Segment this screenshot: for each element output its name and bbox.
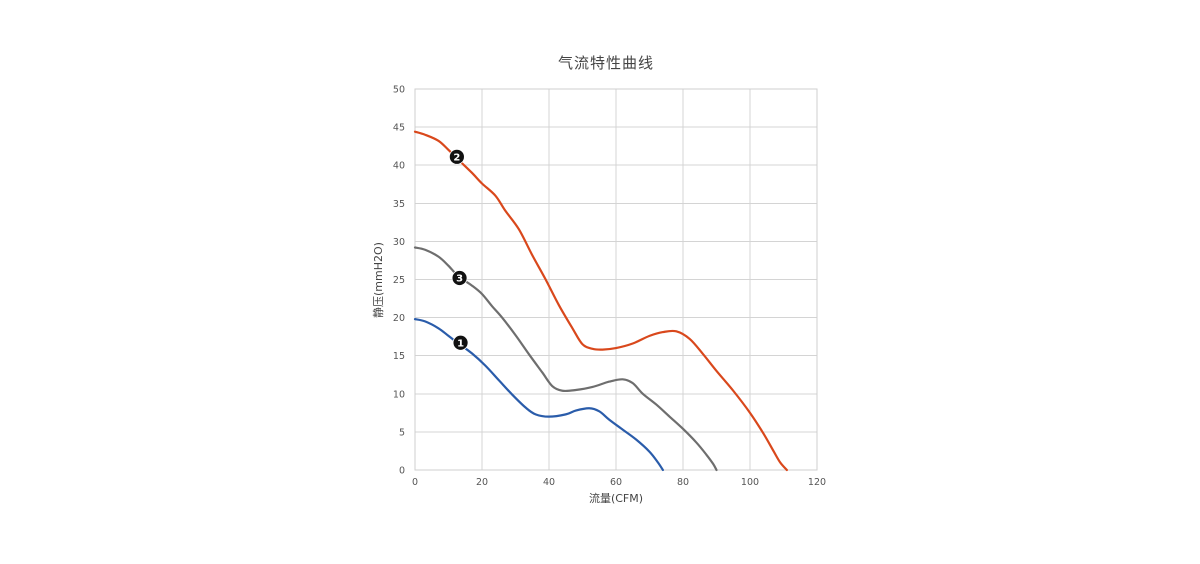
y-axis-ticks: 0 5 10 15 20 25 30 35 40 45 50: [393, 85, 405, 477]
y-tick-label: 0: [399, 466, 405, 477]
series-line-1: [413, 318, 664, 472]
marker-circle: [452, 334, 469, 351]
y-tick-label: 30: [393, 237, 405, 248]
series-markers: 1 2 3: [448, 148, 469, 351]
y-tick-label: 40: [393, 161, 405, 172]
grid-lines: [414, 88, 818, 471]
series-marker-3: 3: [451, 270, 468, 286]
marker-circle: [448, 148, 465, 165]
x-tick-label: 40: [543, 477, 555, 488]
y-tick-label: 50: [393, 85, 405, 96]
x-axis-label: 流量(CFM): [589, 491, 643, 505]
y-tick-label: 25: [393, 275, 405, 286]
x-tick-label: 120: [808, 477, 826, 488]
y-tick-label: 15: [393, 351, 405, 362]
series-marker-2: 2: [448, 148, 465, 165]
plot-area: [414, 88, 818, 471]
chart-title: 气流特性曲线: [558, 54, 654, 72]
y-axis-label: 静压(mmH2O): [371, 242, 385, 318]
series-line-2: [413, 130, 788, 472]
marker-circle: [451, 270, 468, 286]
y-tick-label: 20: [393, 313, 405, 324]
x-tick-label: 60: [610, 477, 622, 488]
x-tick-label: 100: [741, 477, 759, 488]
y-tick-label: 10: [393, 389, 405, 400]
series-lines: [413, 130, 788, 472]
marker-label: 3: [456, 274, 463, 285]
x-tick-label: 80: [677, 477, 689, 488]
y-tick-label: 45: [393, 123, 405, 134]
x-tick-label: 20: [476, 477, 488, 488]
y-tick-label: 5: [399, 427, 405, 438]
x-tick-label: 0: [412, 477, 418, 488]
x-axis-ticks: 0 20 40 60 80 100 120: [412, 477, 826, 488]
marker-label: 1: [457, 338, 464, 349]
marker-label: 2: [453, 152, 460, 163]
y-tick-label: 35: [393, 199, 405, 210]
series-marker-1: 1: [452, 334, 469, 351]
